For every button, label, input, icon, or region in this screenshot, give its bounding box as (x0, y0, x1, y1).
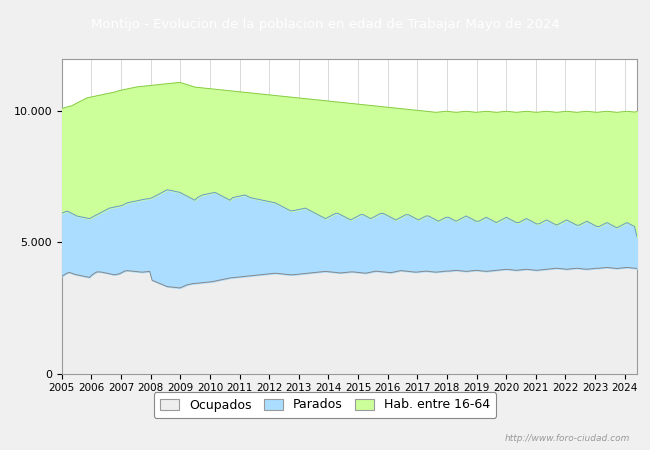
Text: http://www.foro-ciudad.com: http://www.foro-ciudad.com (505, 434, 630, 443)
Text: Montijo - Evolucion de la poblacion en edad de Trabajar Mayo de 2024: Montijo - Evolucion de la poblacion en e… (90, 18, 560, 31)
Legend: Ocupados, Parados, Hab. entre 16-64: Ocupados, Parados, Hab. entre 16-64 (154, 392, 496, 418)
